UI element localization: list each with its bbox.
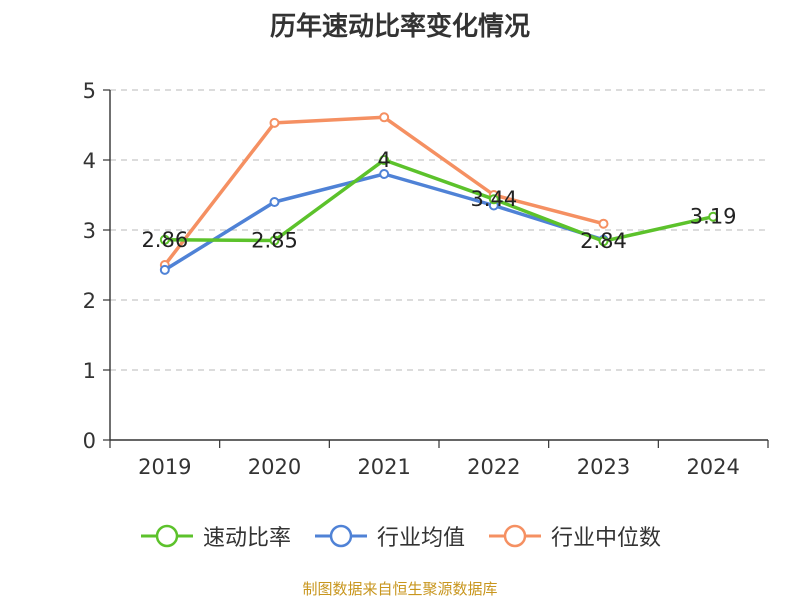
series-0-point [708, 211, 719, 222]
series-2-point [598, 218, 609, 229]
series-0-point [269, 235, 280, 246]
x-tick-label: 2024 [686, 455, 739, 479]
source-note: 制图数据来自恒生聚源数据库 [302, 580, 498, 598]
legend-line-circle-icon [140, 524, 193, 548]
data-label: 2.85 [251, 229, 298, 253]
series-2-point [269, 117, 280, 128]
series-0-point [159, 234, 170, 245]
legend-item-2[interactable]: 行业中位数 [487, 520, 661, 552]
legend: 速动比率 行业均值 行业中位数 [0, 520, 800, 552]
series-0-point [488, 194, 499, 205]
data-label: 4 [377, 148, 390, 172]
series-0-point [598, 236, 609, 247]
series-2-point [379, 112, 390, 123]
label-layer: 2.86 2.85 4 3.44 2.84 3.19 [141, 148, 736, 253]
x-tick-label: 2020 [248, 455, 301, 479]
x-tick-label: 2022 [467, 455, 520, 479]
legend-line-circle-icon [314, 524, 367, 548]
series-0-point [379, 155, 390, 165]
y-tick-label: 4 [83, 149, 96, 173]
legend-line-circle-icon [489, 524, 541, 548]
grid-layer [110, 89, 768, 371]
series-0-line [163, 158, 715, 243]
y-tick-label: 0 [83, 429, 96, 453]
x-tick-label: 2019 [138, 455, 191, 479]
y-tick-label: 3 [83, 219, 96, 243]
x-tick-label: 2021 [357, 455, 410, 479]
y-tick-label: 1 [83, 359, 96, 383]
data-label: 3.44 [470, 187, 517, 211]
series-2-line [163, 115, 606, 267]
legend-label: 行业均值 [376, 526, 465, 551]
legend-item-0[interactable]: 速动比率 [139, 520, 291, 552]
axis-layer: 0 1 2 3 4 5 2019 2020 2021 2022 2023 2024 [83, 79, 769, 479]
legend-label: 速动比率 [202, 526, 291, 551]
series-1-point [269, 197, 280, 207]
data-label: 2.84 [580, 229, 627, 253]
data-label: 2.86 [141, 228, 188, 252]
series-1-line [163, 172, 606, 272]
series-layer [159, 112, 719, 275]
x-tick-label: 2023 [577, 455, 630, 479]
y-tick-label: 5 [83, 79, 96, 103]
series-1-point [159, 264, 170, 275]
legend-label: 行业中位数 [551, 526, 662, 551]
y-tick-label: 2 [83, 289, 96, 313]
data-label: 3.19 [690, 205, 737, 229]
chart-title: 历年速动比率变化情况 [269, 12, 530, 42]
legend-item-1[interactable]: 行业均值 [313, 520, 465, 552]
series-1-point [379, 169, 390, 179]
